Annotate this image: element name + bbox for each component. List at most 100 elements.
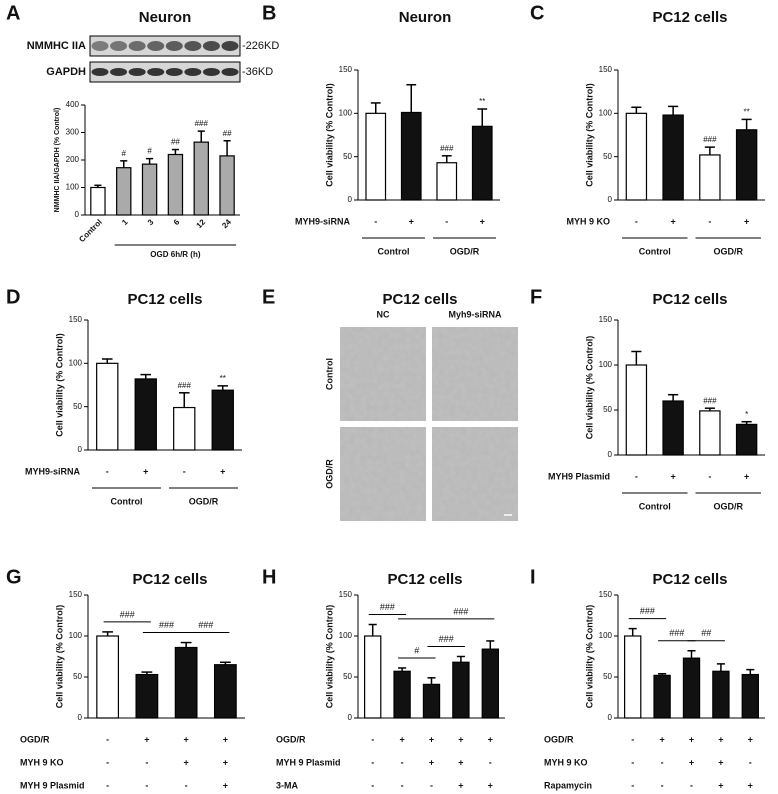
blot-band xyxy=(91,68,109,76)
panel-letter: G xyxy=(6,566,22,588)
bar xyxy=(471,125,493,201)
y-tick-label: 150 xyxy=(339,65,353,74)
y-tick-label: 0 xyxy=(75,210,80,219)
bar xyxy=(699,410,721,456)
blot-band xyxy=(147,68,165,76)
condition-mark: - xyxy=(371,757,374,767)
bar xyxy=(211,389,234,451)
x-tick-label: - xyxy=(708,471,711,481)
y-axis-label: Cell viability (% Control) xyxy=(324,83,334,187)
y-tick-label: 150 xyxy=(69,590,83,599)
row-label: OGD/R xyxy=(324,459,334,489)
x-tick-label: 3 xyxy=(146,217,156,227)
panel-title: PC12 cells xyxy=(652,291,727,308)
x-tick-label: - xyxy=(635,216,638,226)
bar xyxy=(653,674,671,719)
significance-label: ## xyxy=(223,129,232,138)
y-tick-label: 100 xyxy=(339,108,353,117)
panel-title: PC12 cells xyxy=(127,291,202,308)
condition-mark: + xyxy=(223,757,228,767)
condition-mark: + xyxy=(144,734,149,744)
y-tick-label: 200 xyxy=(66,155,80,164)
y-tick-label: 50 xyxy=(343,672,352,681)
bar xyxy=(96,635,120,719)
x-tick-label: 1 xyxy=(120,217,130,227)
blot-label: NMMHC IIA xyxy=(27,40,86,52)
condition-mark: - xyxy=(145,757,148,767)
y-tick-label: 150 xyxy=(69,315,83,324)
bar xyxy=(625,112,648,201)
condition-mark: + xyxy=(748,734,753,744)
blot-band xyxy=(221,68,239,76)
bar xyxy=(96,362,119,451)
panel-letter: A xyxy=(6,2,20,24)
x-tick-label: - xyxy=(635,471,638,481)
panel-letter: F xyxy=(530,286,542,308)
condition-mark: + xyxy=(659,734,664,744)
blot-band xyxy=(202,41,220,51)
group-label: Control xyxy=(111,496,143,506)
y-tick-label: 400 xyxy=(66,100,80,109)
condition-mark: - xyxy=(430,780,433,790)
y-tick-label: 50 xyxy=(603,152,612,161)
y-tick-label: 150 xyxy=(599,590,613,599)
blot-band xyxy=(184,68,202,76)
y-tick-label: 50 xyxy=(603,405,612,414)
comparison-label: ### xyxy=(120,609,135,619)
y-tick-label: 300 xyxy=(66,128,80,137)
significance-label: ** xyxy=(220,374,226,383)
group-label: Control xyxy=(378,246,410,256)
micrograph-texture xyxy=(432,327,518,421)
condition-mark: + xyxy=(183,757,188,767)
panel-letter: D xyxy=(6,286,20,308)
bar xyxy=(393,670,411,719)
blot-label: GAPDH xyxy=(46,66,86,78)
bar xyxy=(481,648,499,719)
y-axis-label: Cell viability (% Control) xyxy=(324,605,334,709)
condition-mark: - xyxy=(371,734,374,744)
x-tick-label: - xyxy=(183,466,186,476)
significance-label: * xyxy=(745,410,748,419)
bar xyxy=(662,114,684,201)
bar xyxy=(135,673,159,719)
y-axis-label: Cell viability (% Control) xyxy=(54,333,64,437)
condition-mark: - xyxy=(690,780,693,790)
bar xyxy=(662,400,684,456)
condition-label: MYH 9 Plasmid xyxy=(20,780,85,790)
blot-size: -36KD xyxy=(242,66,273,78)
condition-mark: - xyxy=(106,734,109,744)
y-tick-label: 100 xyxy=(69,358,83,367)
condition-mark: + xyxy=(399,734,404,744)
comparison-label: ### xyxy=(380,602,395,612)
y-tick-label: 100 xyxy=(599,631,613,640)
x-tick-label: 6 xyxy=(172,217,182,227)
column-label: NC xyxy=(377,309,390,319)
row-label: MYH 9 KO xyxy=(566,216,610,226)
row-label: MYH9 Plasmid xyxy=(548,471,610,481)
y-tick-label: 150 xyxy=(339,590,353,599)
y-tick-label: 50 xyxy=(603,672,612,681)
condition-mark: - xyxy=(631,757,634,767)
condition-mark: + xyxy=(429,734,434,744)
micrograph-texture xyxy=(340,327,426,421)
x-tick-label: + xyxy=(143,466,148,476)
bar xyxy=(134,378,157,451)
condition-mark: + xyxy=(458,780,463,790)
x-tick-label: + xyxy=(744,471,749,481)
x-tick-label: - xyxy=(106,466,109,476)
bar xyxy=(141,163,158,216)
condition-mark: + xyxy=(488,780,493,790)
significance-label: # xyxy=(122,149,127,158)
condition-mark: - xyxy=(749,757,752,767)
comparison-label: ### xyxy=(640,606,655,616)
x-tick-label: + xyxy=(220,466,225,476)
comparison-label: ### xyxy=(439,634,454,644)
bar xyxy=(213,664,237,719)
y-tick-label: 100 xyxy=(339,631,353,640)
blot-band xyxy=(221,41,239,51)
panel-title: PC12 cells xyxy=(382,291,457,308)
bar xyxy=(712,670,730,719)
y-tick-label: 150 xyxy=(599,65,613,74)
group-label: OGD/R xyxy=(713,501,743,511)
condition-mark: - xyxy=(661,757,664,767)
